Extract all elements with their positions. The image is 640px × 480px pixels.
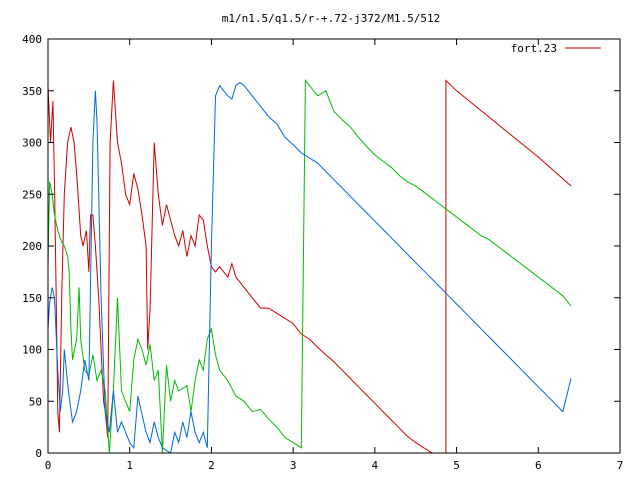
x-tick-label: 1 (126, 459, 133, 472)
x-tick-label: 5 (453, 459, 460, 472)
series-line-1 (47, 79, 572, 454)
legend-label: fort.23 (511, 42, 557, 55)
y-tick-label: 50 (29, 395, 42, 408)
ticks-layer: 0 1 2 3 4 5 6 7 0 50 100 150 200 250 300 350 400 (22, 33, 623, 472)
x-tick-label: 3 (290, 459, 297, 472)
y-tick-label: 0 (35, 447, 42, 460)
series-layer (47, 78, 572, 454)
y-tick-label: 200 (22, 240, 42, 253)
series-line-3 (47, 81, 572, 454)
x-tick-label: 0 (45, 459, 52, 472)
x-tick-label: 4 (372, 459, 379, 472)
chart-title: m1/n1.5/q1.5/r-+.72-j372/M1.5/512 (222, 12, 441, 25)
y-tick-label: 250 (22, 188, 42, 201)
y-tick-label: 300 (22, 137, 42, 150)
legend: fort.23 (511, 42, 601, 55)
y-tick-label: 150 (22, 292, 42, 305)
x-tick-label: 6 (535, 459, 542, 472)
y-tick-label: 100 (22, 344, 42, 357)
x-tick-label: 2 (208, 459, 215, 472)
x-tick-label: 7 (617, 459, 624, 472)
y-tick-label: 400 (22, 33, 42, 46)
y-tick-label: 350 (22, 85, 42, 98)
series-line-2 (47, 78, 572, 454)
plot-frame (47, 38, 621, 454)
